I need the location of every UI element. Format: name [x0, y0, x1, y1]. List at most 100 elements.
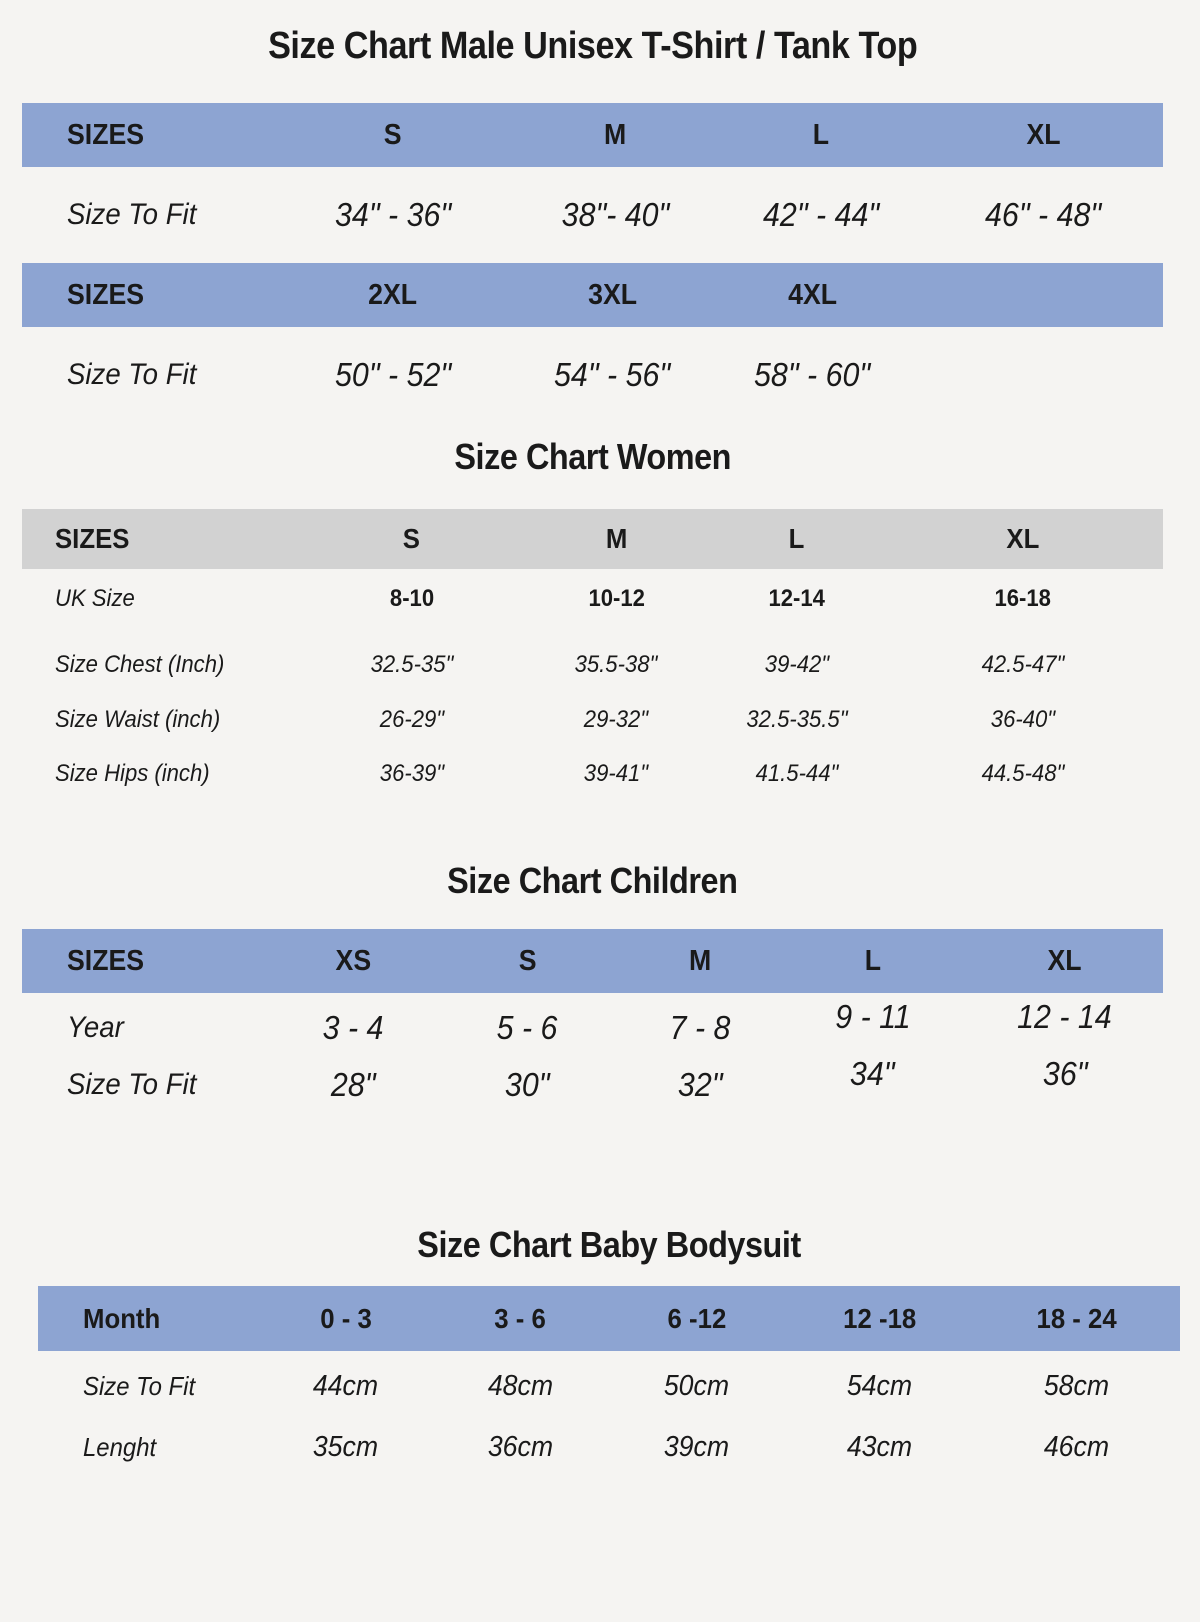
size-value-text: 29-32" — [584, 706, 649, 733]
size-table: SIZES S M L XL UK Size 8-10 10-12 12-14 16-18 Size… — [22, 509, 1163, 801]
column-header: 2XL — [273, 279, 513, 312]
size-value: 32.5-35" — [302, 651, 522, 679]
column-header: XL — [923, 119, 1163, 152]
size-value-text: 34" - 36" — [334, 196, 451, 233]
size-value-text: 58cm — [1043, 1369, 1110, 1402]
section-title-text: Size Chart Baby Bodysuit — [417, 1224, 801, 1265]
size-value: 12 - 14 — [967, 998, 1163, 1047]
row-label-text: Size Waist (inch) — [55, 706, 221, 733]
column-header-text: 12 -18 — [843, 1302, 917, 1334]
size-value: 48cm — [433, 1370, 608, 1403]
column-header-text: SIZES — [67, 278, 145, 311]
column-header: M — [522, 523, 711, 555]
column-header — [912, 279, 1163, 312]
size-value-text: 48cm — [487, 1369, 554, 1402]
column-header: M — [513, 119, 718, 152]
column-header: 12 -18 — [786, 1303, 973, 1335]
size-value-text: 58" - 60" — [754, 356, 871, 393]
table-row: UK Size 8-10 10-12 12-14 16-18 — [22, 569, 1163, 629]
size-value: 42.5-47" — [882, 651, 1163, 679]
size-value: 50" - 52" — [273, 356, 513, 394]
column-header: 3XL — [513, 279, 713, 312]
size-value-text: 42" - 44" — [762, 196, 879, 233]
size-value: 54" - 56" — [513, 356, 713, 394]
size-table: SIZES 2XL 3XL 4XL Size To Fit 50" - 52" 54" - … — [22, 263, 1163, 423]
size-chart-section-women: Size Chart Women SIZES S M L XL UK Size 8-10 10-… — [22, 433, 1163, 801]
column-header-text: M — [605, 523, 628, 554]
size-value-text: 9 - 11 — [834, 998, 911, 1035]
column-header-text: 3XL — [587, 278, 637, 311]
size-value-text: 39-41" — [584, 760, 649, 787]
size-value: 46cm — [973, 1431, 1180, 1464]
size-value: 44.5-48" — [882, 760, 1163, 788]
size-value-text: 35cm — [313, 1430, 379, 1463]
column-header-text: 2XL — [368, 278, 418, 311]
row-label: Lenght — [38, 1432, 258, 1463]
table-row: Lenght 35cm 36cm 39cm 43cm 46cm — [38, 1421, 1180, 1473]
column-header: L — [718, 119, 923, 152]
size-value-text: 41.5-44" — [755, 760, 839, 787]
section-title-text: Size Chart Women — [454, 436, 731, 477]
size-chart-section-children: Size Chart Children SIZES XS S M L XL Year 3 - 4… — [22, 857, 1163, 1113]
size-value: 10-12 — [522, 585, 711, 613]
size-value-text: 46cm — [1043, 1430, 1110, 1463]
size-value-text: 34" — [850, 1055, 895, 1092]
size-value-text: 43cm — [846, 1430, 913, 1463]
header-label: Month — [38, 1303, 258, 1335]
size-value-text: 32" — [678, 1066, 723, 1103]
size-value: 39-41" — [522, 760, 711, 788]
size-value-text: 36cm — [487, 1430, 554, 1463]
table-row: Size To Fit 44cm 48cm 50cm 54cm 58cm — [38, 1351, 1180, 1421]
size-table: SIZES S M L XL Size To Fit 34" - 36" 38"- 40" 42… — [22, 103, 1163, 263]
size-value-text: 50" - 52" — [334, 356, 451, 393]
table-header-row: SIZES S M L XL — [22, 103, 1163, 167]
size-value-text: 50cm — [664, 1369, 730, 1402]
column-header-text: Month — [83, 1302, 161, 1334]
size-value: 46" - 48" — [923, 196, 1163, 234]
column-header: XS — [273, 945, 433, 978]
size-value: 36-39" — [302, 760, 522, 788]
size-chart-document: Size Chart Male Unisex T-Shirt / Tank To… — [0, 22, 1200, 1473]
size-value: 39-42" — [711, 651, 882, 679]
header-label: SIZES — [22, 945, 273, 978]
header-label: SIZES — [22, 523, 302, 555]
column-header-text: L — [788, 523, 805, 554]
size-value-text: 3 - 4 — [322, 1009, 384, 1046]
size-value: 32.5-35.5" — [711, 706, 882, 734]
size-value-text: 39-42" — [764, 651, 829, 678]
size-value-text: 46" - 48" — [985, 196, 1102, 233]
size-value-text: 10-12 — [588, 585, 645, 612]
column-header-text: SIZES — [67, 944, 145, 977]
size-value: 43cm — [786, 1431, 973, 1464]
row-label: Size To Fit — [22, 358, 273, 392]
row-label: Size Chest (Inch) — [22, 651, 302, 679]
size-value: 5 - 6 — [433, 1009, 622, 1047]
size-value-text: 16-18 — [994, 585, 1051, 612]
size-value: 34" — [778, 1055, 966, 1104]
column-header-text: SIZES — [67, 118, 145, 151]
size-table: Month 0 - 3 3 - 6 6 -12 12 -18 18 - 24 Size To… — [38, 1286, 1180, 1473]
column-header-text: XS — [335, 944, 371, 977]
column-header-text: L — [812, 118, 829, 151]
column-header-text: XL — [1026, 118, 1061, 151]
section-title: Size Chart Baby Bodysuit — [38, 1221, 1180, 1269]
size-value-text: 39cm — [664, 1430, 730, 1463]
size-chart-section-male-unisex: Size Chart Male Unisex T-Shirt / Tank To… — [22, 22, 1163, 423]
size-value: 35.5-38" — [522, 651, 711, 679]
row-label-text: Size To Fit — [67, 198, 197, 231]
column-header-text: S — [383, 118, 402, 151]
column-header: XL — [882, 523, 1163, 555]
table-row: Size To Fit 28" 30" 32" 34" 36" — [22, 1055, 1163, 1113]
size-value: 58" - 60" — [712, 356, 912, 394]
size-value-text: 36" — [1042, 1055, 1088, 1092]
size-value: 9 - 11 — [778, 998, 966, 1047]
column-header-text: 18 - 24 — [1036, 1302, 1117, 1334]
size-value-text: 30" — [505, 1066, 550, 1103]
column-header-text: 4XL — [787, 278, 837, 311]
size-value-text: 32.5-35" — [370, 651, 453, 678]
size-value: 44cm — [258, 1370, 433, 1403]
column-header-text: M — [689, 944, 712, 977]
size-value: 36" — [967, 1055, 1163, 1104]
size-value-text: 12 - 14 — [1017, 998, 1113, 1035]
size-value: 29-32" — [522, 706, 711, 734]
